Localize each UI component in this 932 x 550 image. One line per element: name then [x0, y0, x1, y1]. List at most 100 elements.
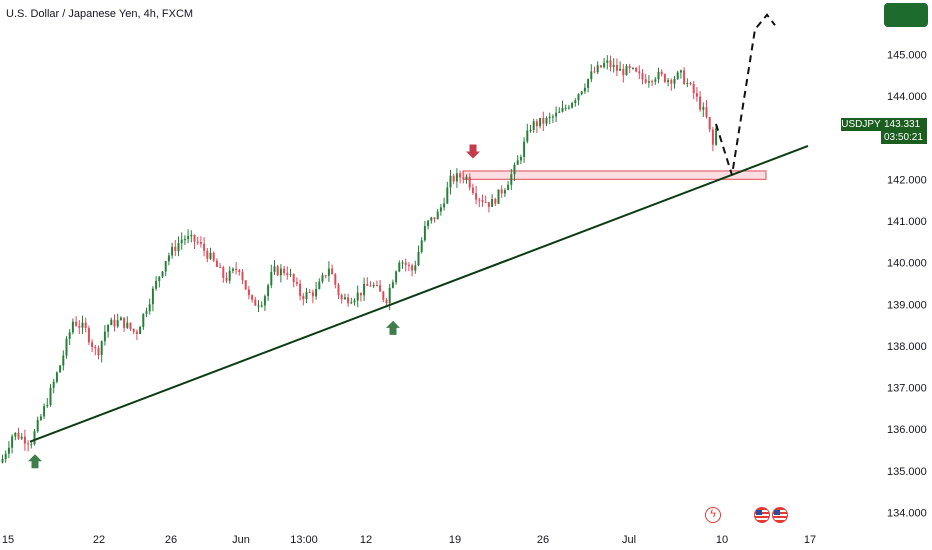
candle-body — [283, 268, 286, 274]
candle-body — [497, 189, 500, 204]
candle-body — [14, 432, 17, 437]
candle-body — [622, 68, 625, 76]
candle-body — [155, 280, 158, 289]
candle-body — [241, 272, 244, 281]
candle-body — [612, 64, 615, 68]
candle-body — [443, 203, 446, 208]
candle-body — [305, 291, 308, 300]
time-tick-label: 26 — [537, 534, 549, 546]
candle-body — [84, 322, 87, 329]
candle-body — [228, 270, 231, 281]
lightning-icon[interactable]: ϟ — [705, 507, 721, 523]
candle-body — [135, 331, 138, 334]
candle-body — [33, 431, 36, 445]
candle-body — [75, 321, 78, 326]
price-tick-label: 137.000 — [887, 383, 927, 395]
candle-body — [119, 317, 122, 321]
candle-body — [692, 83, 695, 94]
candle-body — [161, 271, 164, 277]
arrow-up-icon — [386, 320, 400, 335]
price-axis[interactable]: 134.000 135.000 136.000 137.000 138.000 139.0… — [887, 49, 927, 519]
candle-body — [91, 342, 94, 347]
candle-body — [225, 277, 228, 281]
candle-body — [23, 436, 26, 444]
candle-body — [702, 107, 705, 110]
candle-body — [519, 157, 522, 161]
candle-body — [350, 302, 353, 304]
candle-body — [420, 240, 423, 252]
chart-title: U.S. Dollar / Japanese Yen, 4h, FXCM — [6, 8, 194, 20]
candle-body — [289, 274, 292, 276]
candle-body — [103, 331, 106, 342]
candle-body — [599, 65, 602, 68]
candle-body — [81, 322, 84, 328]
candle-body — [478, 199, 481, 201]
candle-body — [667, 80, 670, 82]
candle-body — [587, 79, 590, 88]
candle-body — [331, 268, 334, 275]
candle-body — [635, 67, 638, 72]
candle-body — [455, 173, 458, 182]
candle-body — [494, 199, 497, 204]
trendline — [29, 145, 809, 443]
candle-body — [132, 328, 135, 332]
candle-body — [273, 266, 276, 272]
candle-body — [571, 103, 574, 108]
candle-body — [347, 297, 350, 304]
candle-body — [222, 267, 225, 278]
time-tick-label: 13:00 — [290, 534, 318, 546]
candle-body — [177, 243, 180, 251]
candle-body — [59, 365, 62, 373]
candle-body — [363, 284, 366, 296]
last-price-label: 143.331 03:50:21 — [881, 118, 927, 144]
candle-body — [526, 130, 529, 142]
us-flag-icon[interactable] — [754, 507, 770, 523]
candle-body — [94, 346, 97, 349]
candle-body — [676, 72, 679, 79]
price-tick-label: 141.000 — [887, 216, 927, 228]
candle-body — [577, 94, 580, 101]
candle-body — [548, 116, 551, 119]
time-tick-label: 12 — [360, 534, 372, 546]
candle-body — [212, 252, 215, 261]
toolbar-button[interactable] — [884, 3, 928, 27]
candle-body — [7, 447, 10, 454]
candle-body — [532, 121, 535, 130]
candle-body — [107, 325, 110, 332]
candle-body — [11, 436, 14, 448]
time-tick-label: 10 — [716, 534, 728, 546]
candle-body — [219, 266, 222, 268]
candle-body — [343, 297, 346, 300]
candle-body — [187, 236, 190, 240]
candle-body — [379, 285, 382, 292]
candle-body — [321, 275, 324, 282]
candle-body — [715, 128, 718, 145]
candle-body — [398, 262, 401, 272]
candle-body — [558, 111, 561, 113]
candle-body — [439, 207, 442, 212]
candle-body — [670, 80, 673, 84]
candle-body — [471, 187, 474, 194]
candle-body — [302, 296, 305, 300]
candle-body — [55, 372, 58, 382]
candle-body — [145, 311, 148, 314]
time-tick-label: 19 — [449, 534, 461, 546]
candle-body — [603, 62, 606, 68]
candle-body — [481, 199, 484, 202]
lines-layer — [29, 13, 809, 443]
candle-body — [260, 305, 263, 307]
last-price-value: 143.331 — [884, 119, 921, 130]
candle-body — [689, 83, 692, 85]
candle-body — [628, 65, 631, 69]
candle-body — [516, 160, 519, 165]
us-flag-icon[interactable] — [772, 507, 788, 523]
candle-body — [46, 404, 49, 407]
candle-body — [174, 246, 177, 251]
candle-body — [113, 319, 116, 327]
price-tick-label: 136.000 — [887, 424, 927, 436]
resistance-zone — [462, 170, 767, 180]
candle-body — [465, 176, 468, 180]
time-axis[interactable]: 15 22 26 Jun 13:00 12 19 26 Jul 10 17 — [2, 534, 816, 546]
time-tick-label: Jun — [232, 534, 250, 546]
